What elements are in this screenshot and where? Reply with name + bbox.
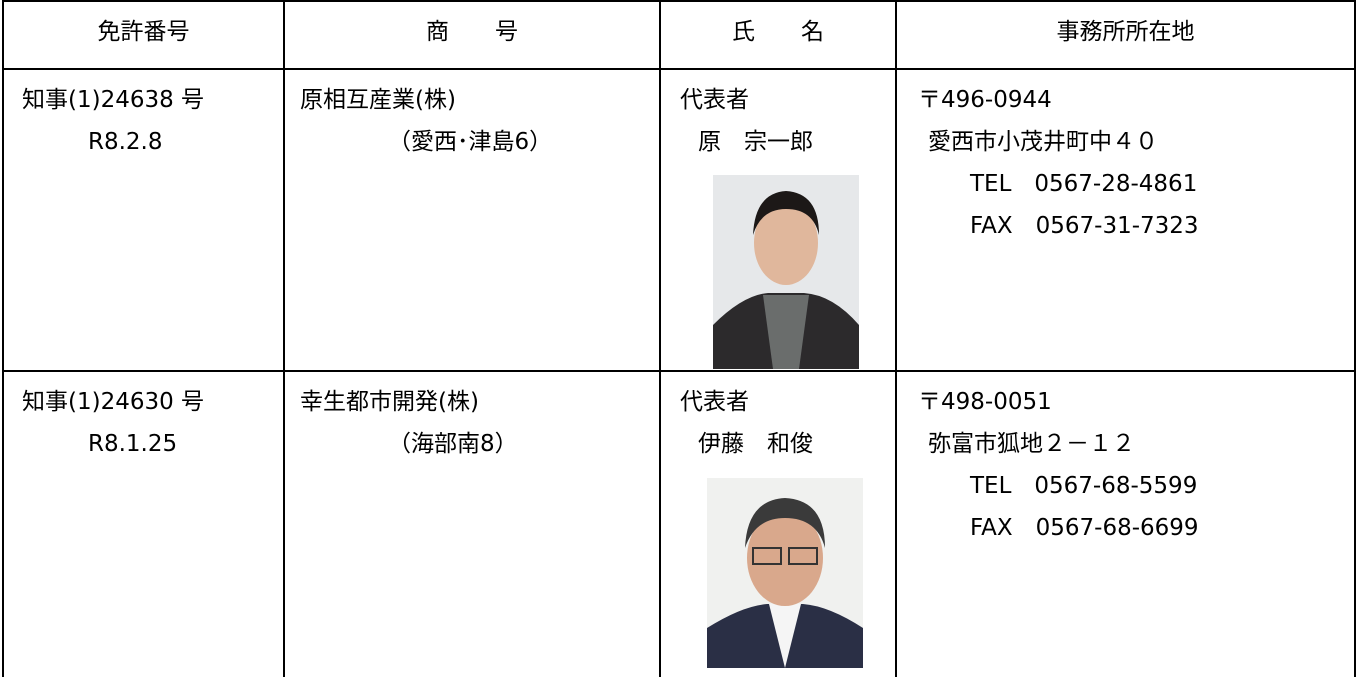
company-line: 原相互産業(株) bbox=[300, 87, 456, 113]
address-line: TEL 0567-28-4861 bbox=[970, 171, 1198, 197]
address-line: FAX 0567-68-6699 bbox=[970, 515, 1199, 541]
address-line: TEL 0567-68-5599 bbox=[970, 473, 1198, 499]
header: 事務所所在地 bbox=[1056, 19, 1195, 45]
border bbox=[1354, 0, 1356, 677]
photo bbox=[713, 175, 859, 369]
header: 商 号 bbox=[426, 19, 518, 45]
border bbox=[659, 0, 661, 677]
border bbox=[2, 0, 1356, 2]
company-line: 幸生都市開発(株) bbox=[300, 389, 479, 415]
name-line: 伊藤 和俊 bbox=[698, 431, 813, 457]
address-line: 〒498-0051 bbox=[918, 389, 1052, 415]
name-line: 代表者 bbox=[680, 389, 749, 415]
border bbox=[2, 68, 1356, 70]
header: 免許番号 bbox=[97, 19, 190, 45]
address-line: FAX 0567-31-7323 bbox=[970, 213, 1199, 239]
name-line: 代表者 bbox=[680, 87, 749, 113]
border bbox=[895, 0, 897, 677]
border bbox=[283, 0, 285, 677]
border bbox=[2, 370, 1356, 372]
photo bbox=[707, 478, 863, 668]
company-line: （海部南8） bbox=[388, 431, 518, 457]
name-line: 原 宗一郎 bbox=[698, 129, 813, 155]
license-line: 知事(1)24630 号 bbox=[22, 389, 205, 415]
license-line: R8.1.25 bbox=[88, 431, 178, 457]
address-line: 弥富市狐地２－１２ bbox=[928, 431, 1135, 457]
license-line: 知事(1)24638 号 bbox=[22, 87, 205, 113]
header: 氏 名 bbox=[732, 19, 824, 45]
address-line: 〒496-0944 bbox=[918, 87, 1052, 113]
license-line: R8.2.8 bbox=[88, 129, 163, 155]
company-line: （愛西･津島6） bbox=[388, 129, 553, 155]
address-line: 愛西市小茂井町中４０ bbox=[928, 129, 1158, 155]
border bbox=[2, 0, 4, 677]
